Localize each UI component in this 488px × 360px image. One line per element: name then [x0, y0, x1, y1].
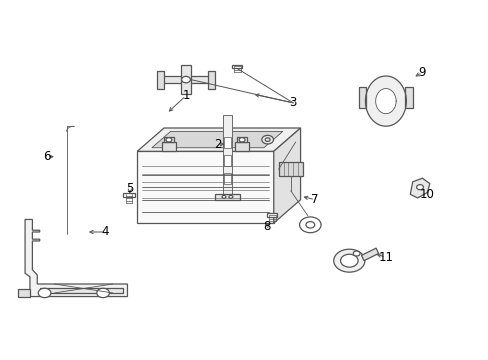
Text: 8: 8 [262, 220, 269, 233]
Polygon shape [273, 128, 300, 223]
Polygon shape [163, 137, 173, 142]
Polygon shape [361, 248, 378, 261]
Polygon shape [409, 178, 429, 198]
Circle shape [299, 217, 321, 233]
Polygon shape [137, 151, 273, 223]
Polygon shape [405, 87, 412, 108]
Polygon shape [232, 64, 242, 68]
Polygon shape [207, 71, 215, 89]
Text: 3: 3 [289, 96, 296, 109]
Circle shape [222, 195, 225, 198]
Circle shape [38, 288, 51, 298]
Text: 1: 1 [182, 89, 189, 102]
Text: 5: 5 [126, 183, 133, 195]
Circle shape [340, 254, 357, 267]
Circle shape [305, 222, 314, 228]
Polygon shape [267, 213, 277, 217]
Polygon shape [157, 71, 163, 89]
Text: 4: 4 [102, 225, 109, 238]
Polygon shape [224, 155, 230, 166]
Polygon shape [237, 137, 246, 142]
Polygon shape [234, 142, 249, 151]
Polygon shape [18, 289, 30, 297]
Polygon shape [161, 142, 176, 151]
Polygon shape [222, 116, 232, 194]
Circle shape [239, 138, 244, 142]
Circle shape [181, 76, 190, 83]
Text: 6: 6 [43, 150, 51, 163]
Circle shape [416, 185, 423, 190]
Polygon shape [224, 137, 230, 148]
Polygon shape [358, 87, 366, 108]
Circle shape [352, 251, 359, 256]
Text: 11: 11 [378, 251, 393, 264]
Text: 9: 9 [418, 66, 426, 79]
Circle shape [261, 135, 273, 144]
Polygon shape [181, 65, 190, 94]
Polygon shape [123, 193, 135, 197]
Circle shape [228, 195, 232, 198]
Text: 10: 10 [419, 188, 434, 201]
Polygon shape [25, 220, 127, 297]
Text: 7: 7 [311, 193, 318, 206]
Polygon shape [152, 131, 282, 148]
Polygon shape [215, 194, 239, 200]
Polygon shape [137, 128, 300, 151]
Circle shape [333, 249, 364, 272]
Circle shape [97, 288, 109, 298]
Circle shape [165, 138, 171, 142]
Polygon shape [278, 162, 303, 176]
Polygon shape [40, 288, 122, 293]
Polygon shape [375, 89, 395, 114]
Polygon shape [159, 76, 212, 83]
Polygon shape [224, 173, 230, 184]
Polygon shape [365, 76, 406, 126]
Text: 2: 2 [213, 138, 221, 150]
